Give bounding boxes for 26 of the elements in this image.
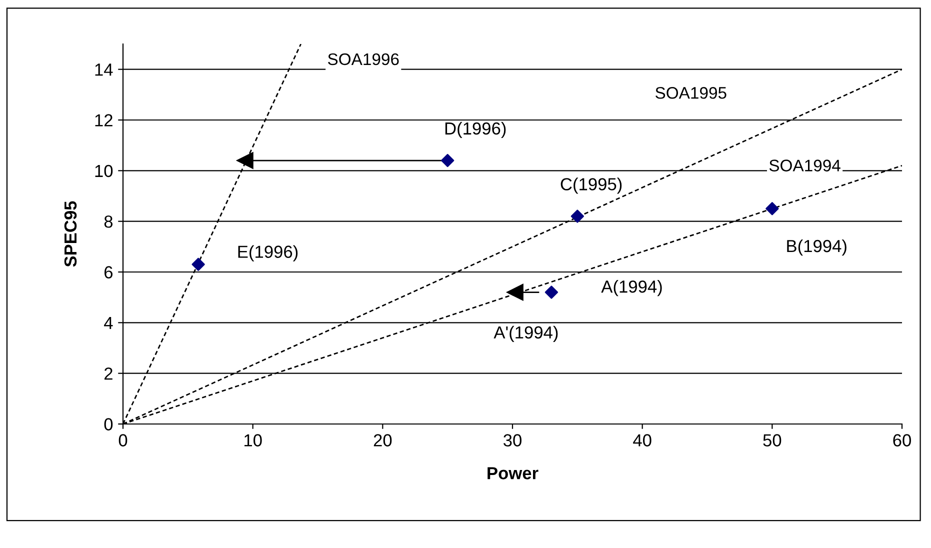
annotation: E(1996)	[238, 245, 298, 262]
annotation: D(1996)	[445, 122, 506, 138]
x-axis-title: Power	[488, 467, 538, 480]
y-axis-title: SPEC95	[64, 201, 77, 267]
series-label: SOA1996	[328, 53, 399, 66]
x-tick-label: 0	[118, 434, 128, 446]
annotation: B(1994)	[787, 239, 846, 256]
series-label: SOA1994	[769, 160, 840, 172]
y-tick-label: 0	[104, 418, 113, 430]
y-tick-label: 2	[104, 368, 112, 380]
annotation: C(1995)	[560, 178, 622, 194]
x-tick-label: 10	[244, 434, 262, 446]
y-tick-label: 12	[95, 114, 112, 126]
x-tick-label: 20	[374, 434, 392, 446]
y-tick-label: 6	[104, 266, 113, 278]
x-tick-label: 30	[504, 434, 522, 446]
x-tick-label: 60	[893, 434, 911, 446]
y-tick-label: 4	[104, 317, 113, 329]
annotation: A'(1994)	[494, 326, 558, 342]
annotation: A(1994)	[601, 280, 662, 296]
y-tick-label: 14	[95, 64, 113, 76]
y-tick-label: 10	[95, 164, 113, 178]
text: SOA1995	[656, 87, 726, 99]
x-tick-label: 40	[633, 434, 652, 446]
x-tick-label: 50	[763, 434, 782, 446]
y-tick-label: 8	[104, 216, 113, 228]
